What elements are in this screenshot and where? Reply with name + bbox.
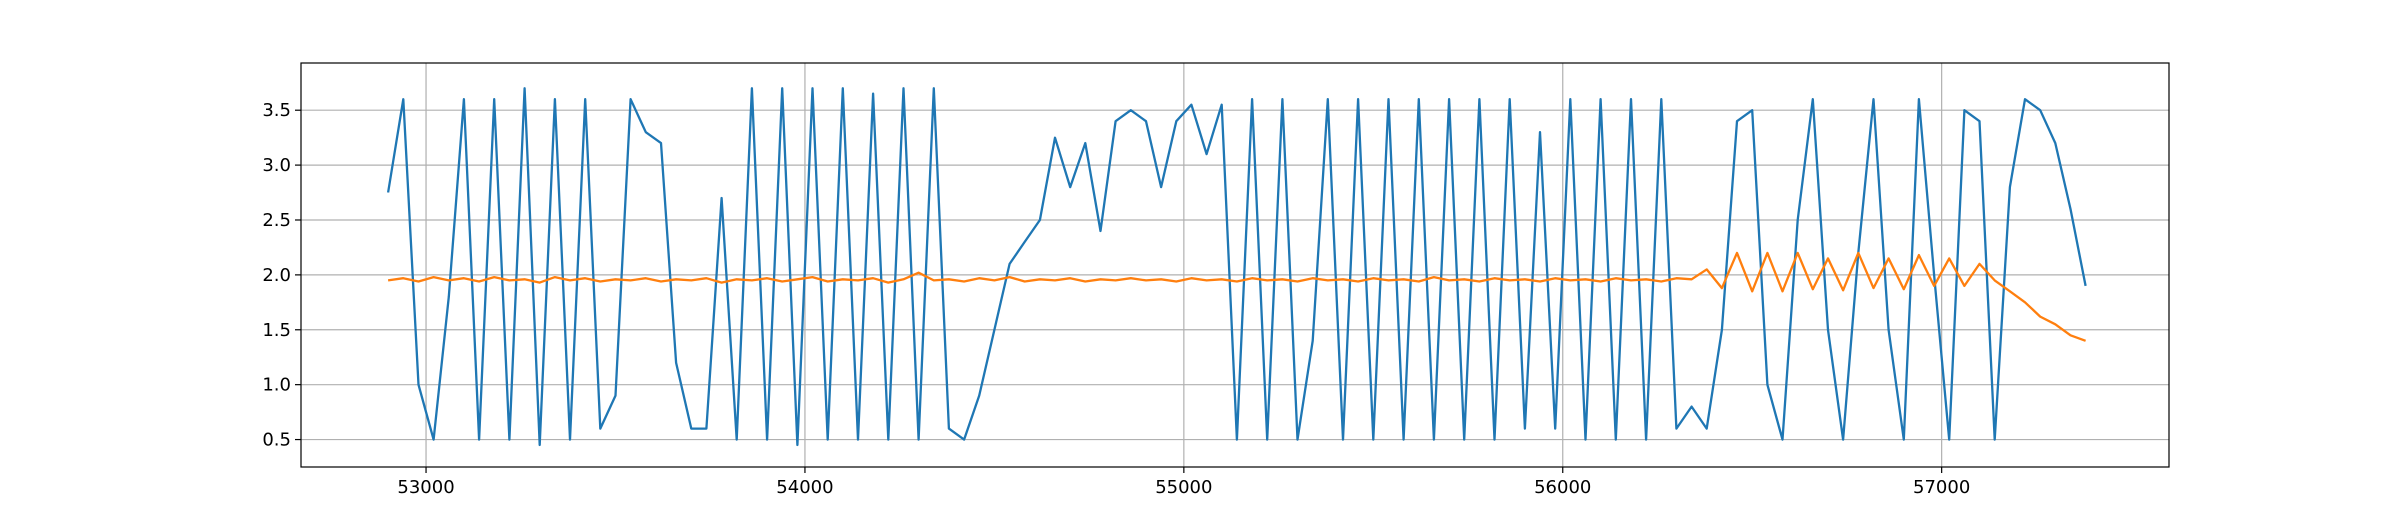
y-tick-label: 0.5 [262, 430, 291, 451]
y-tick-label: 2.0 [262, 265, 291, 286]
y-tick-label: 3.0 [262, 155, 291, 176]
series-line [387, 251, 2086, 342]
series-line [386, 87, 2087, 447]
x-tick-label: 53000 [397, 477, 454, 498]
x-tick-label: 54000 [776, 477, 833, 498]
x-tick-label: 57000 [1913, 477, 1970, 498]
y-tick-label: 2.5 [262, 210, 291, 231]
y-tick-label: 1.0 [262, 375, 291, 396]
y-tick-label: 1.5 [262, 320, 291, 341]
x-tick-label: 56000 [1534, 477, 1591, 498]
x-tick-label: 55000 [1155, 477, 1212, 498]
y-tick-label: 3.5 [262, 100, 291, 121]
plot-frame [300, 62, 2170, 468]
